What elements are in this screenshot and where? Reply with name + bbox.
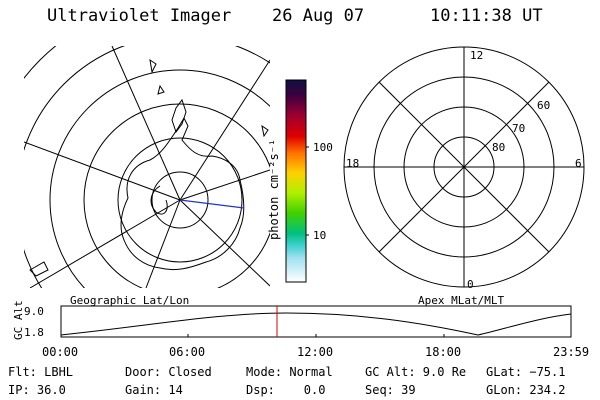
status-filter: Flt: LBHL (8, 365, 74, 379)
altitude-tick-high: 9.0 (24, 305, 44, 318)
color-scale-bar (285, 79, 309, 283)
magnetic-polar-grid (343, 46, 585, 288)
status-glon: GLon: 234.2 (486, 383, 566, 397)
status-seq: Seq: 39 (365, 383, 416, 397)
mlat-label-80: 80 (492, 141, 506, 154)
time-tick-2359: 23:59 (553, 345, 590, 359)
status-dsp: Dsp: 0.0 (246, 383, 326, 397)
date-label: 26 Aug 07 (272, 6, 365, 26)
color-tick-100: 100 (313, 141, 333, 154)
altitude-tick-low: 1.8 (24, 326, 44, 339)
app-title: Ultraviolet Imager (47, 6, 232, 26)
geographic-panel-label: Geographic Lat/Lon (70, 294, 190, 307)
mlt-label-0: 0 (467, 278, 474, 291)
geographic-map (24, 46, 270, 288)
mlt-label-12: 12 (470, 49, 484, 62)
mlat-label-70: 70 (512, 122, 526, 135)
altitude-strip-plot (60, 305, 572, 338)
mlat-label-60: 60 (537, 99, 551, 112)
time-tick-0000: 00:00 (42, 345, 79, 359)
mlt-label-18: 18 (346, 157, 360, 170)
status-gain: Gain: 14 (125, 383, 183, 397)
color-bar-unit-label: photon cm⁻²s⁻¹ (267, 138, 281, 240)
status-ip: IP: 36.0 (8, 383, 66, 397)
altitude-axis-label: GC Alt (12, 300, 25, 340)
time-label: 10:11:38 UT (430, 6, 543, 26)
status-gc-alt: GC Alt: 9.0 Re (365, 365, 467, 379)
mlt-label-6: 6 (575, 157, 582, 170)
status-glat: GLat: −75.1 (486, 365, 566, 379)
status-door: Door: Closed (125, 365, 212, 379)
status-mode: Mode: Normal (246, 365, 333, 379)
time-tick-1200: 12:00 (297, 345, 334, 359)
time-tick-0600: 06:00 (169, 345, 206, 359)
time-tick-1800: 18:00 (425, 345, 462, 359)
apex-panel-label: Apex MLat/MLT (418, 294, 505, 307)
longitude-marker (179, 199, 245, 209)
color-tick-10: 10 (313, 229, 327, 242)
